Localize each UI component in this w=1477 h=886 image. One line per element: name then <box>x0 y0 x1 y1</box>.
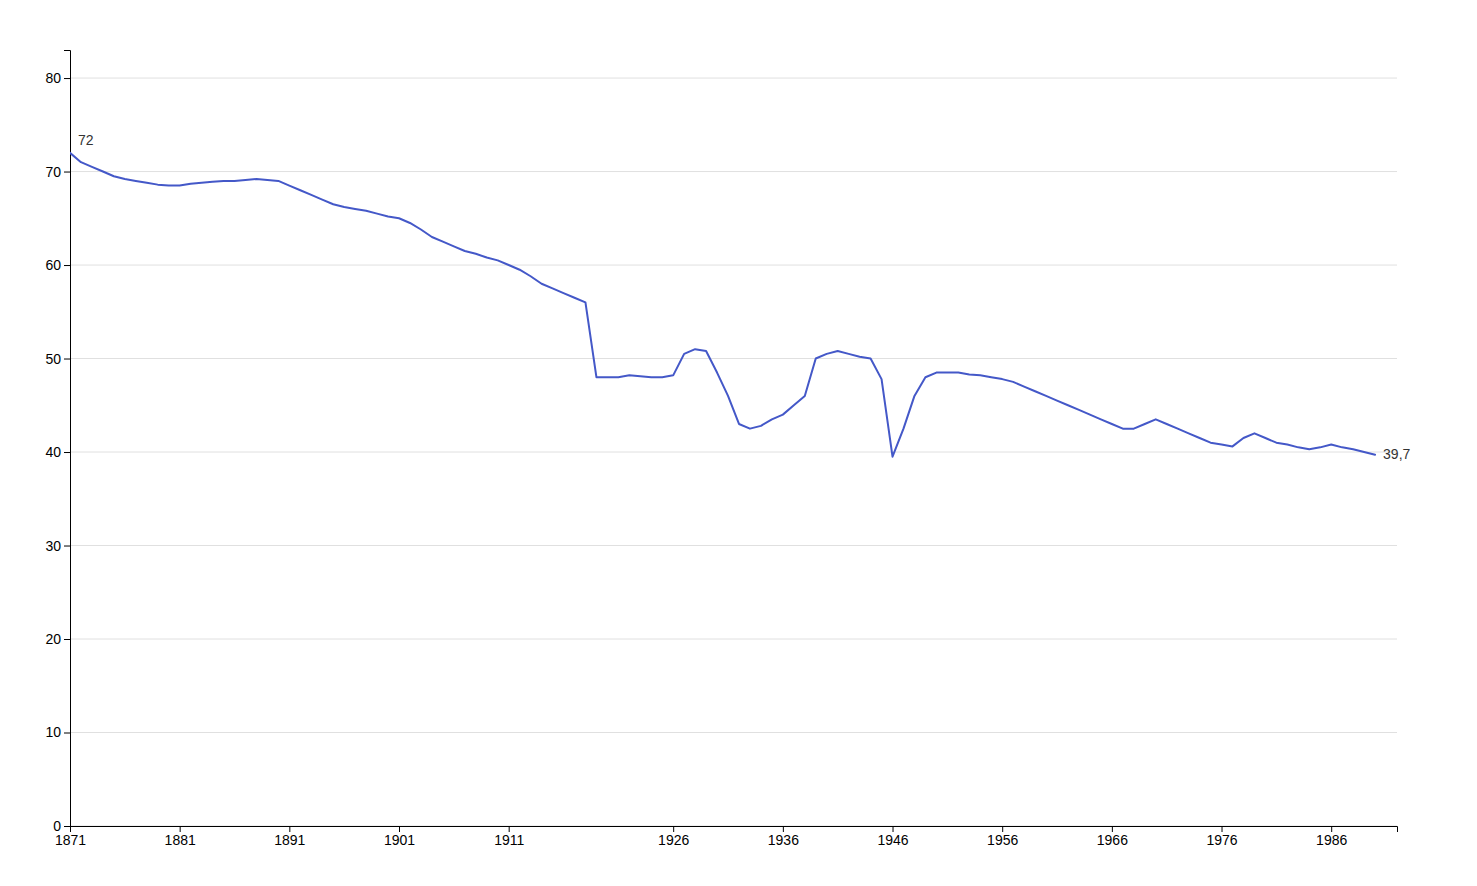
tick-label: 1946 <box>877 832 908 848</box>
grid-line <box>70 78 1397 79</box>
axis-line <box>64 51 71 827</box>
tick: 0 <box>53 818 70 834</box>
tick: 40 <box>45 444 70 460</box>
tick-label: 1986 <box>1316 832 1347 848</box>
tick-mark <box>64 265 70 266</box>
tick-mark <box>64 546 70 547</box>
annotation: 39,7 <box>1383 446 1410 462</box>
grid-line <box>70 732 1397 733</box>
grid-line <box>70 358 1397 359</box>
tick: 30 <box>45 537 70 553</box>
tick-label: 0 <box>53 818 61 834</box>
tick-label: 50 <box>45 351 61 367</box>
tick-mark <box>64 172 70 173</box>
tick: 20 <box>45 631 70 647</box>
tick-label: 1966 <box>1097 832 1128 848</box>
tick: 60 <box>45 257 70 273</box>
tick: 80 <box>45 70 70 86</box>
tick-label: 1936 <box>768 832 799 848</box>
tick: 1956 <box>987 826 1018 848</box>
grid-line <box>70 452 1397 453</box>
axis-line <box>71 827 1398 833</box>
tick: 1966 <box>1097 826 1128 848</box>
tick-label: 20 <box>45 631 61 647</box>
chart: 1871 1881 1891 1901 1911 1926 1936 1946 1956 1966… <box>0 0 1477 886</box>
tick-label: 1881 <box>165 832 196 848</box>
tick-mark <box>64 359 70 360</box>
tick: 1976 <box>1206 826 1237 848</box>
grid-line <box>70 639 1397 640</box>
tick: 1926 <box>658 826 689 848</box>
grid-line <box>70 265 1397 266</box>
tick: 1901 <box>384 826 415 848</box>
tick: 1911 <box>494 826 524 848</box>
tick-label: 1956 <box>987 832 1018 848</box>
tick-mark <box>64 78 70 79</box>
y-axis: 0 10 20 30 40 50 60 70 80 <box>45 51 70 834</box>
tick-label: 1891 <box>274 832 305 848</box>
annotation: 72 <box>78 132 94 148</box>
tick-mark <box>64 826 70 827</box>
tick-label: 1926 <box>658 832 689 848</box>
tick-label: 1871 <box>55 832 86 848</box>
tick: 70 <box>45 164 70 180</box>
tick-label: 80 <box>45 70 61 86</box>
grid-line <box>70 171 1397 172</box>
tick: 1881 <box>165 826 196 848</box>
tick-mark <box>64 452 70 453</box>
tick: 1936 <box>768 826 799 848</box>
tick-label: 60 <box>45 257 61 273</box>
tick-label: 1911 <box>494 832 524 848</box>
tick-label: 30 <box>45 537 61 553</box>
grid-line <box>70 545 1397 546</box>
tick: 10 <box>45 724 70 740</box>
tick-label: 1901 <box>384 832 415 848</box>
tick-mark <box>64 733 70 734</box>
tick-mark <box>64 639 70 640</box>
x-axis: 1871 1881 1891 1901 1911 1926 1936 1946 1956 1966… <box>55 826 1398 848</box>
plot: 1871 1881 1891 1901 1911 1926 1936 1946 1956 1966… <box>45 51 1410 848</box>
annotations: 72 39,7 <box>78 132 1411 462</box>
line <box>70 153 1375 457</box>
tick: 1986 <box>1316 826 1347 848</box>
tick-label: 40 <box>45 444 61 460</box>
grid <box>70 78 1397 826</box>
tick: 1946 <box>877 826 908 848</box>
tick: 50 <box>45 351 70 367</box>
tick-label: 10 <box>45 724 61 740</box>
tick-label: 1976 <box>1206 832 1237 848</box>
tick-label: 70 <box>45 164 61 180</box>
tick: 1891 <box>274 826 305 848</box>
marks <box>70 153 1375 457</box>
